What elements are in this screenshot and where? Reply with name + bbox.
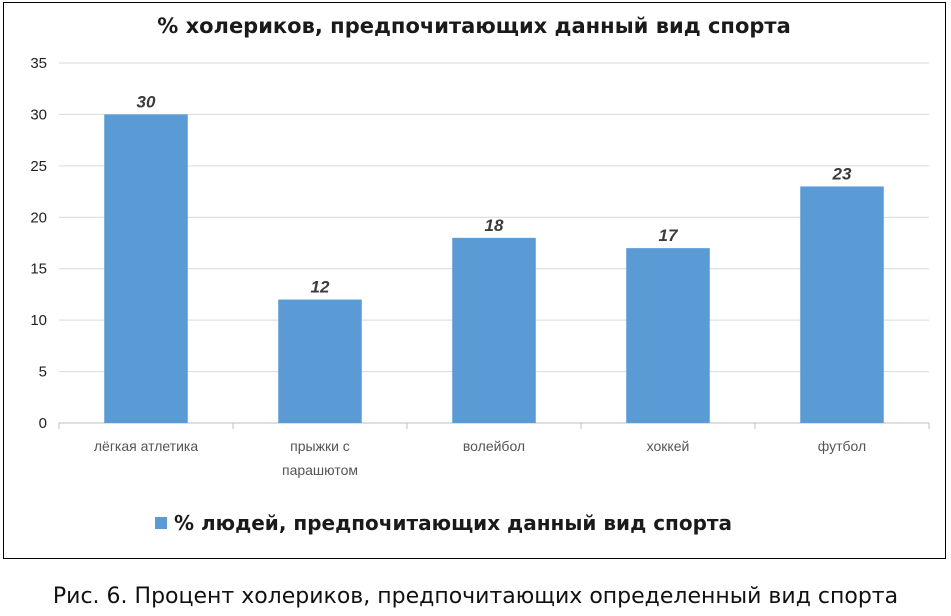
y-tick-label: 5 bbox=[39, 364, 47, 381]
chart-svg: % холериков, предпочитающих данный вид с… bbox=[30, 14, 930, 535]
data-label: 17 bbox=[659, 226, 679, 245]
y-tick-label: 25 bbox=[30, 158, 47, 175]
figure-caption: Рис. 6. Процент холериков, предпочитающи… bbox=[52, 584, 899, 609]
legend: % людей, предпочитающих данный вид спорт… bbox=[155, 511, 732, 535]
x-axis-ticks: лёгкая атлетика прыжки с парашютом волейбол… bbox=[94, 438, 866, 478]
bar bbox=[800, 186, 884, 423]
bar bbox=[452, 237, 536, 423]
x-tick-label: лёгкая атлетика bbox=[94, 438, 198, 454]
data-label: 12 bbox=[311, 278, 330, 297]
data-label: 23 bbox=[832, 164, 852, 183]
bar bbox=[626, 248, 710, 423]
bar bbox=[278, 299, 362, 423]
y-tick-label: 15 bbox=[30, 261, 47, 278]
y-tick-label: 30 bbox=[30, 106, 47, 123]
x-tick-label: хоккей bbox=[647, 438, 690, 454]
x-tick-label: футбол bbox=[818, 438, 866, 454]
data-label: 30 bbox=[137, 92, 156, 111]
x-tick-label: волейбол bbox=[463, 438, 525, 454]
x-tick-label: прыжки с bbox=[290, 438, 350, 454]
y-tick-label: 20 bbox=[30, 209, 47, 226]
legend-swatch bbox=[155, 517, 167, 529]
bar bbox=[104, 114, 188, 423]
x-tick-label: парашютом bbox=[282, 462, 358, 478]
data-label: 18 bbox=[485, 216, 504, 235]
bars: 30 12 18 17 23 bbox=[104, 92, 884, 423]
chart-frame: % холериков, предпочитающих данный вид с… bbox=[3, 2, 946, 559]
y-tick-label: 10 bbox=[30, 312, 47, 329]
y-axis-ticks: 0 5 10 15 20 25 30 35 bbox=[30, 55, 47, 432]
y-tick-label: 35 bbox=[30, 55, 47, 72]
legend-label: % людей, предпочитающих данный вид спорт… bbox=[174, 511, 732, 535]
chart-title: % холериков, предпочитающих данный вид с… bbox=[157, 14, 791, 38]
y-tick-label: 0 bbox=[39, 415, 47, 432]
